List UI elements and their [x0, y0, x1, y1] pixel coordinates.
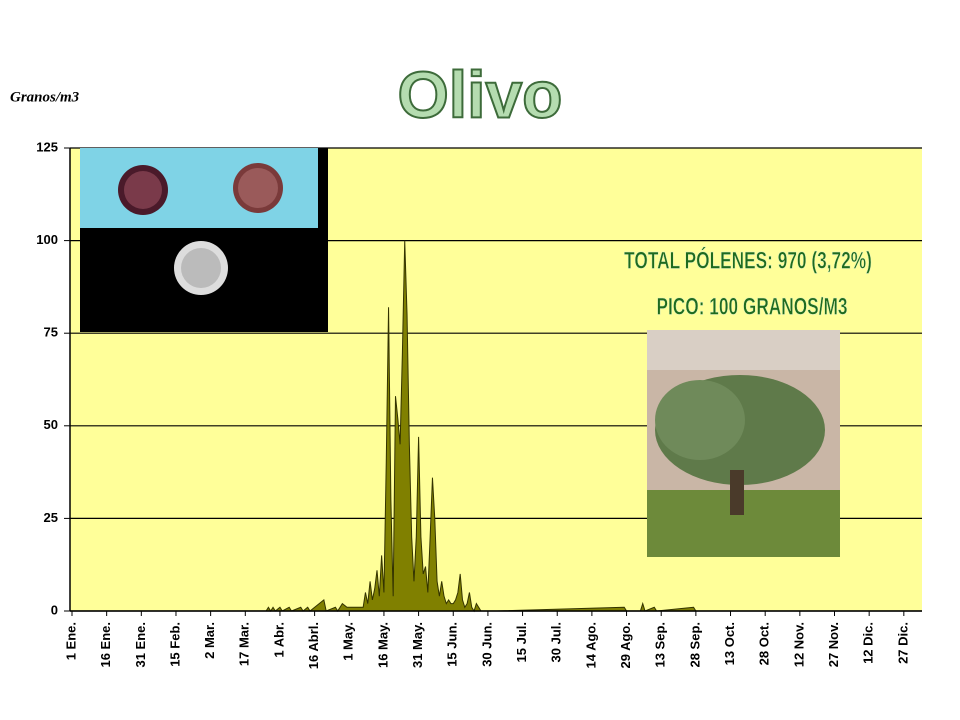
- tree-photo: [647, 330, 840, 557]
- y-tick-label: 125: [36, 139, 58, 154]
- x-tick-label: 29 Ago.: [618, 622, 633, 668]
- x-tick-label: 31 May.: [410, 622, 425, 668]
- x-tick-label: 31 Ene.: [133, 622, 148, 668]
- x-tick-label: 15 Jul.: [514, 622, 529, 662]
- x-tick-label: 28 Oct.: [757, 622, 772, 665]
- marks: [72, 240, 920, 613]
- x-tick-label: 12 Dic.: [861, 622, 876, 664]
- area: [72, 240, 920, 613]
- y-tick-label: 25: [44, 510, 58, 525]
- x-tick-label: 28 Sep.: [687, 622, 702, 668]
- x-tick-label: 27 Dic.: [895, 622, 910, 664]
- x-tick-label: 30 Jul.: [549, 622, 564, 662]
- x-tick-label: 14 Ago.: [583, 622, 598, 668]
- x-tick-label: 12 Nov.: [791, 622, 806, 667]
- x-tick-label: 13 Sep.: [653, 622, 668, 668]
- y-tick-label: 50: [44, 417, 58, 432]
- annotation: TOTAL PÓLENES: 970 (3,72%): [624, 247, 872, 275]
- x-tick-label: 16 Abrl.: [306, 622, 321, 669]
- x-tick-label: 1 Abr.: [271, 622, 286, 658]
- x-tick-label: 17 Mar.: [237, 622, 252, 666]
- x-tick-label: 16 Ene.: [98, 622, 113, 668]
- y-tick-label: 75: [44, 325, 58, 340]
- pollen-photo: [80, 148, 328, 332]
- x-tick-label: 15 Feb.: [167, 622, 182, 667]
- x-tick-label: 1 May.: [341, 622, 356, 661]
- x-tick-label: 27 Nov.: [826, 622, 841, 667]
- y-tick-label: 100: [36, 232, 58, 247]
- x-tick-label: 16 May.: [375, 622, 390, 668]
- y-axis-label: Granos/m3: [10, 89, 80, 105]
- x-tick-label: 1 Ene.: [63, 622, 78, 660]
- annotation: PICO: 100 GRANOS/M3: [656, 294, 847, 320]
- chart-title: Olivo: [397, 57, 562, 131]
- y-tick-label: 0: [51, 602, 58, 617]
- x-tick-label: 2 Mar.: [202, 622, 217, 659]
- x-tick-label: 15 Jun.: [445, 622, 460, 667]
- x-tick-label: 13 Oct.: [722, 622, 737, 665]
- x-tick-label: 30 Jun.: [479, 622, 494, 667]
